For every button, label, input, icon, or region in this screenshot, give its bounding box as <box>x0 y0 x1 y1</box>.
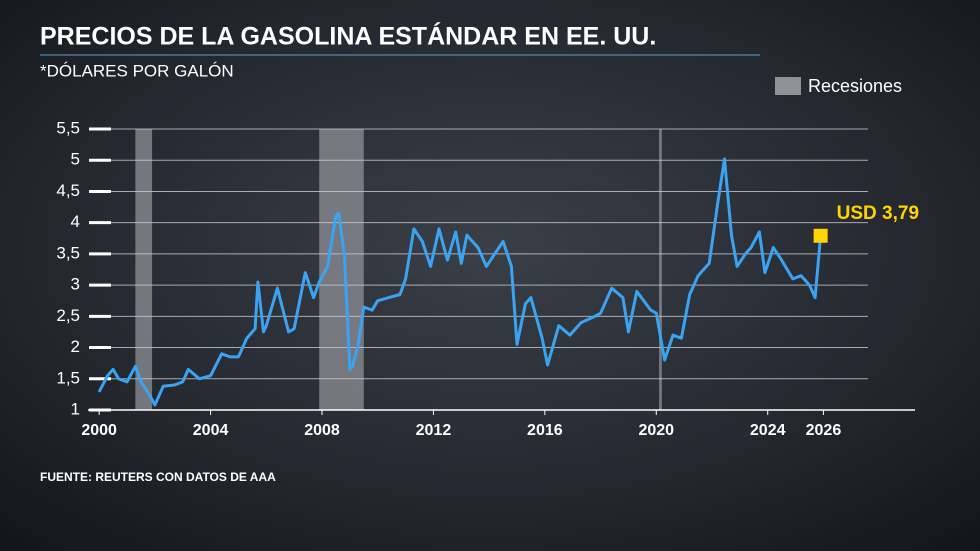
x-tick-label: 2026 <box>806 422 842 439</box>
chart-subtitle: *DÓLARES POR GALÓN <box>40 61 234 80</box>
y-tick-label: 3 <box>71 275 80 294</box>
y-tick-label: 1 <box>71 399 80 418</box>
x-tick-label: 2024 <box>750 422 786 439</box>
y-tick-label: 4 <box>71 212 80 231</box>
y-tick-label: 2,5 <box>56 306 80 325</box>
annotation: USD 3,79 <box>837 203 919 224</box>
recession-band <box>135 129 153 410</box>
last-point-marker <box>813 228 828 243</box>
y-tick-label: 3,5 <box>56 243 80 262</box>
chart-title: PRECIOS DE LA GASOLINA ESTÁNDAR EN EE. U… <box>40 22 656 51</box>
x-tick-label: 2020 <box>638 422 674 439</box>
source: FUENTE: REUTERS CON DATOS DE AAA <box>40 470 276 484</box>
recession-band <box>659 129 662 410</box>
legend-label: Recesiones <box>808 76 902 96</box>
x-tick-label: 2004 <box>193 422 229 439</box>
x-tick-label: 2000 <box>81 422 117 439</box>
y-tick-label: 4,5 <box>56 181 80 200</box>
y-tick-label: 5 <box>71 150 80 169</box>
price-line <box>97 157 823 407</box>
legend-swatch <box>775 77 801 95</box>
x-tick-label: 2008 <box>304 422 340 439</box>
y-tick-label: 2 <box>71 337 80 356</box>
y-tick-label: 5,5 <box>56 118 80 137</box>
x-tick-label: 2012 <box>416 422 452 439</box>
y-tick-label: 1,5 <box>56 368 80 387</box>
x-tick-label: 2016 <box>527 422 563 439</box>
